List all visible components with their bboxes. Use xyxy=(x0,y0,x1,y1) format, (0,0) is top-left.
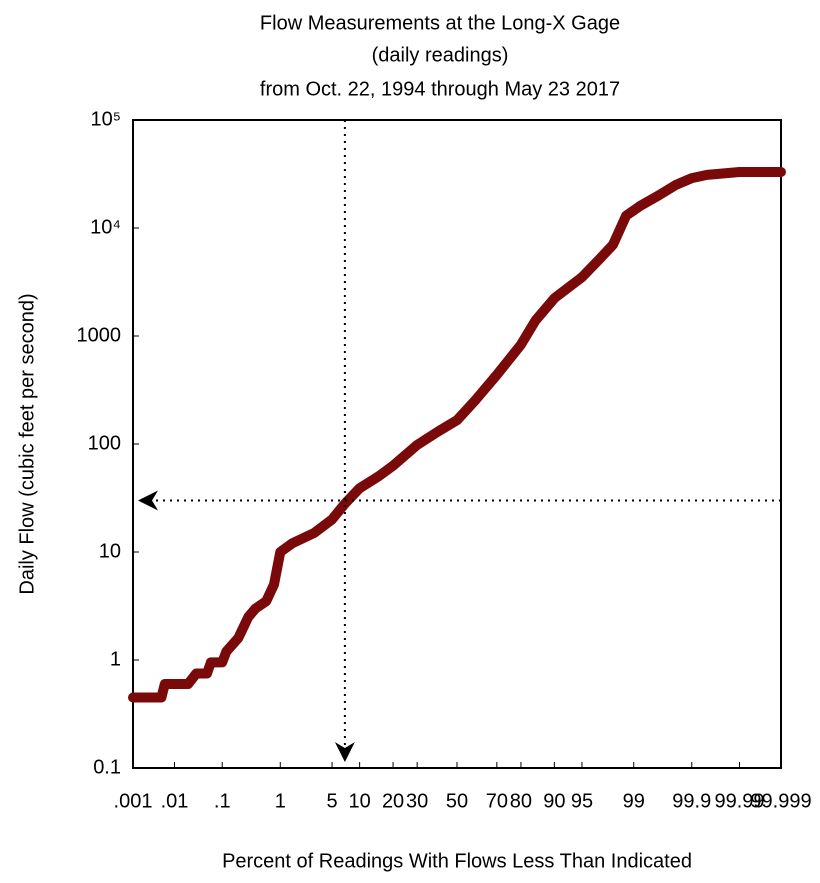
x-tick-label: 20 xyxy=(382,790,404,812)
chart-title: from Oct. 22, 1994 through May 23 2017 xyxy=(260,78,620,100)
y-tick-label: 0.1 xyxy=(93,756,121,778)
x-tick-label: 90 xyxy=(543,790,565,812)
x-tick-label: 95 xyxy=(571,790,593,812)
x-tick-label: 99.9 xyxy=(672,790,711,812)
x-tick-label: 5 xyxy=(326,790,337,812)
y-tick-label: 1 xyxy=(110,648,121,670)
x-tick-label: 10 xyxy=(349,790,371,812)
chart-title: Flow Measurements at the Long-X Gage xyxy=(260,12,620,34)
x-tick-label: 99 xyxy=(623,790,645,812)
x-tick-label: 70 xyxy=(486,790,508,812)
x-tick-label: 99.999 xyxy=(750,790,811,812)
x-tick-label: .001 xyxy=(114,790,153,812)
y-tick-label: 1000 xyxy=(77,324,122,346)
x-tick-label: 50 xyxy=(446,790,468,812)
chart-title: (daily readings) xyxy=(372,44,509,66)
x-tick-label: 30 xyxy=(406,790,428,812)
y-axis-label: Daily Flow (cubic feet per second) xyxy=(16,293,38,594)
y-tick-label: 10⁵ xyxy=(90,108,121,130)
plot-frame xyxy=(132,119,782,769)
x-axis-label: Percent of Readings With Flows Less Than… xyxy=(222,850,692,872)
x-tick-label: 80 xyxy=(510,790,532,812)
x-tick-label: .01 xyxy=(161,790,189,812)
x-tick-label: 1 xyxy=(275,790,286,812)
y-tick-label: 100 xyxy=(88,432,121,454)
y-tick-label: 10⁴ xyxy=(90,216,121,238)
y-tick-label: 10 xyxy=(99,540,121,562)
x-tick-label: 99.99 xyxy=(714,790,764,812)
data-line xyxy=(128,167,786,703)
x-tick-label: .1 xyxy=(214,790,231,812)
